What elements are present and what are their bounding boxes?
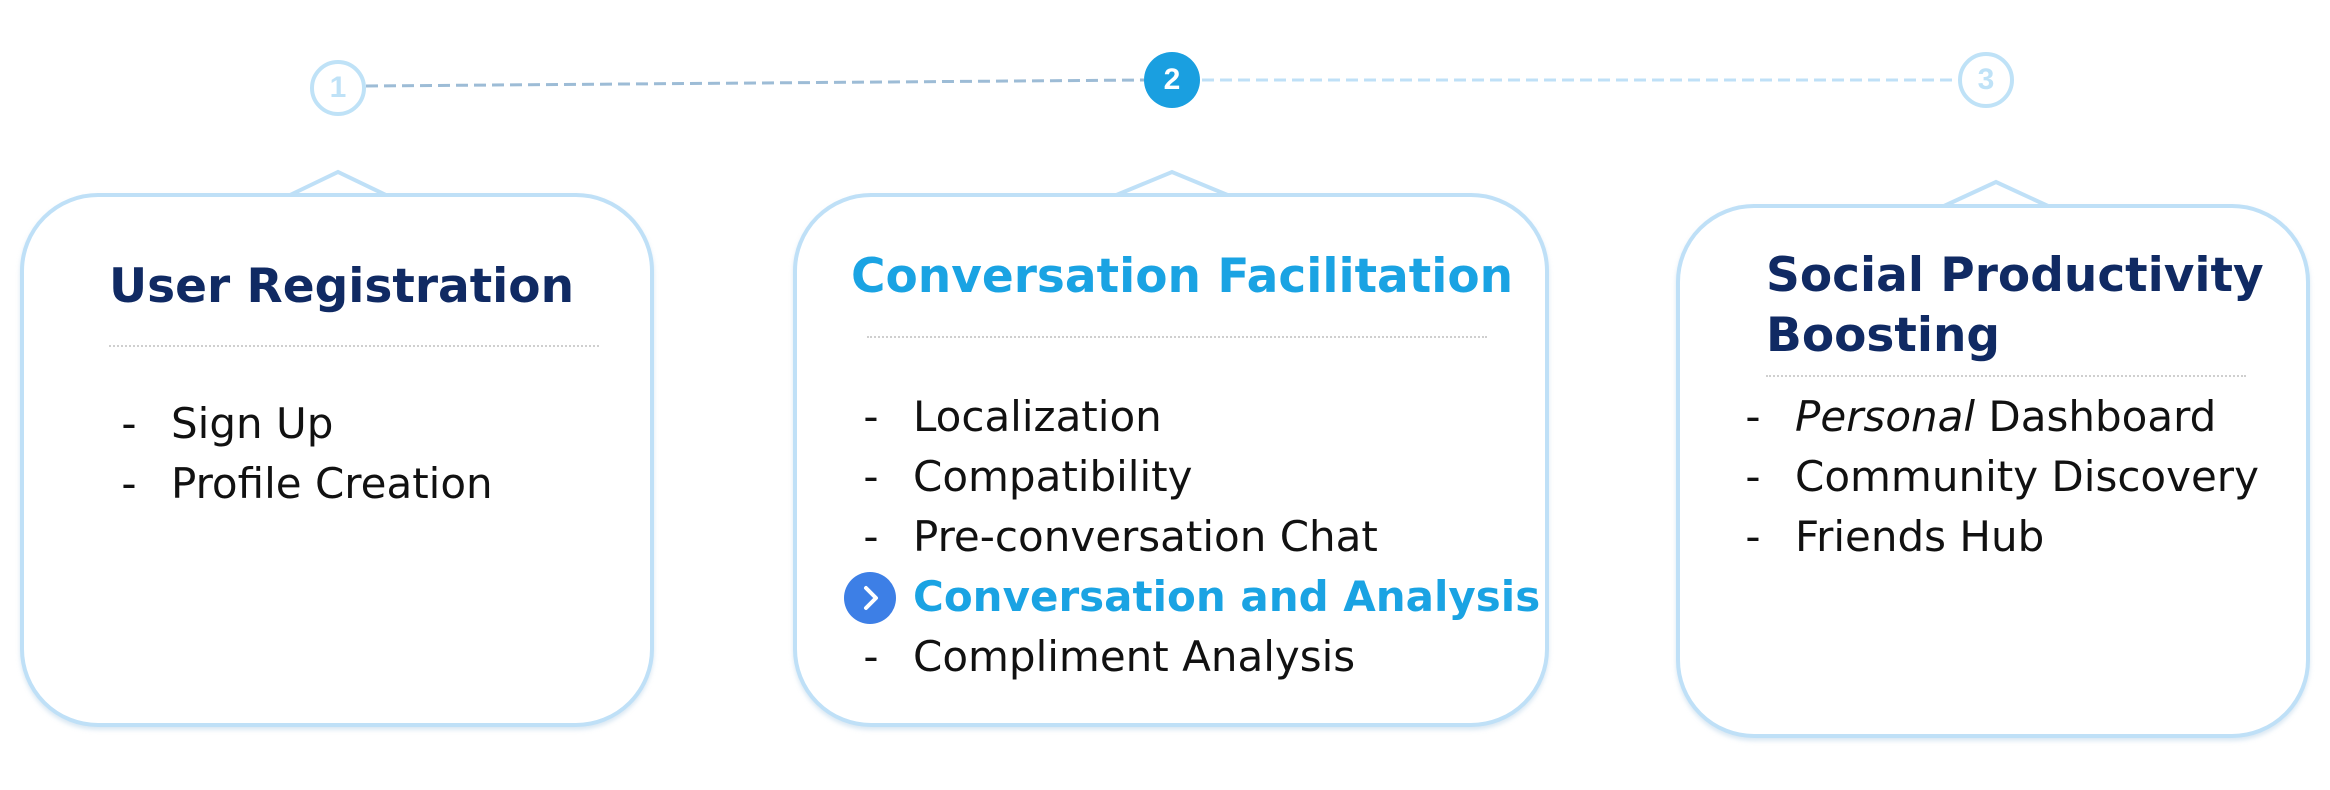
- list-item-label: Compliment Analysis: [913, 632, 1356, 681]
- list-item-label: Friends Hub: [1795, 512, 2045, 561]
- card-title: User Registration: [109, 259, 575, 314]
- card-user-registration: User Registration - Sign Up - Profile Cr…: [20, 193, 654, 727]
- list-bullet: -: [121, 459, 137, 508]
- list-item-label: Conversation and Analysis: [913, 572, 1541, 621]
- list-item-label-italic: Personal: [1795, 392, 1976, 441]
- list-item-label: Community Discovery: [1795, 452, 2259, 501]
- card-1-pointer: [287, 169, 389, 198]
- title-divider: [109, 345, 599, 347]
- list-item-label: Pre-conversation Chat: [913, 512, 1378, 561]
- list-bullet: -: [1745, 452, 1761, 501]
- title-divider: [1766, 375, 2246, 377]
- card-title-line-1: Social Productivity: [1766, 248, 2264, 303]
- list-bullet: -: [863, 392, 879, 441]
- list-item-label: Sign Up: [171, 399, 334, 448]
- list-item-label-rest: Dashboard: [1975, 392, 2217, 441]
- list-bullet: -: [121, 399, 137, 448]
- list-item-label: Localization: [913, 392, 1162, 441]
- chevron-right-icon[interactable]: [844, 572, 896, 624]
- step-1-indicator: 1: [310, 60, 366, 116]
- title-divider: [867, 336, 1487, 338]
- card-conversation-facilitation: Conversation Facilitation - Localization…: [793, 193, 1549, 727]
- card-3-pointer: [1943, 179, 2049, 208]
- step-3-indicator: 3: [1958, 52, 2014, 108]
- list-bullet: -: [863, 512, 879, 561]
- list-bullet: -: [863, 452, 879, 501]
- list-item-label: Personal Dashboard: [1795, 387, 2216, 447]
- card-social-productivity-boosting: Social Productivity Boosting - Personal …: [1676, 204, 2310, 738]
- step-2-number: 2: [1163, 63, 1181, 96]
- connector-line-1-2: [365, 78, 1145, 88]
- card-title: Social Productivity Boosting: [1766, 246, 2264, 366]
- card-title-line-2: Boosting: [1766, 308, 2001, 363]
- list-bullet: -: [1745, 392, 1761, 441]
- step-2-indicator: 2: [1144, 52, 1200, 108]
- step-3-number: 3: [1977, 63, 1995, 96]
- list-bullet: -: [863, 632, 879, 681]
- step-1-number: 1: [329, 71, 347, 104]
- card-title: Conversation Facilitation: [851, 249, 1514, 304]
- list-item-label: Compatibility: [913, 452, 1193, 501]
- list-bullet: -: [1745, 512, 1761, 561]
- list-item-label: Profile Creation: [171, 459, 493, 508]
- card-2-pointer: [1113, 169, 1231, 198]
